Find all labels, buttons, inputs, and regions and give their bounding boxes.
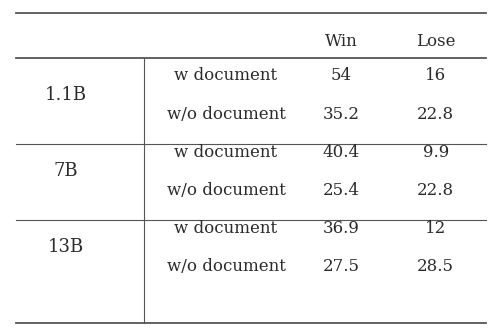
Text: w/o document: w/o document [166, 182, 285, 199]
Text: 7B: 7B [54, 162, 79, 180]
Text: w document: w document [174, 144, 277, 161]
Text: 40.4: 40.4 [322, 144, 359, 161]
Text: 54: 54 [330, 67, 351, 85]
Text: Win: Win [324, 33, 357, 50]
Text: 1.1B: 1.1B [45, 86, 87, 104]
Text: w/o document: w/o document [166, 258, 285, 275]
Text: 22.8: 22.8 [416, 182, 453, 199]
Text: 25.4: 25.4 [322, 182, 359, 199]
Text: w document: w document [174, 220, 277, 237]
Text: 13B: 13B [48, 238, 84, 256]
Text: 28.5: 28.5 [416, 258, 453, 275]
Text: 22.8: 22.8 [416, 106, 453, 123]
Text: w document: w document [174, 67, 277, 85]
Text: 9.9: 9.9 [422, 144, 448, 161]
Text: 27.5: 27.5 [322, 258, 359, 275]
Text: 16: 16 [424, 67, 445, 85]
Text: Lose: Lose [415, 33, 454, 50]
Text: w/o document: w/o document [166, 106, 285, 123]
Text: 12: 12 [424, 220, 445, 237]
Text: 35.2: 35.2 [322, 106, 359, 123]
Text: 36.9: 36.9 [322, 220, 359, 237]
